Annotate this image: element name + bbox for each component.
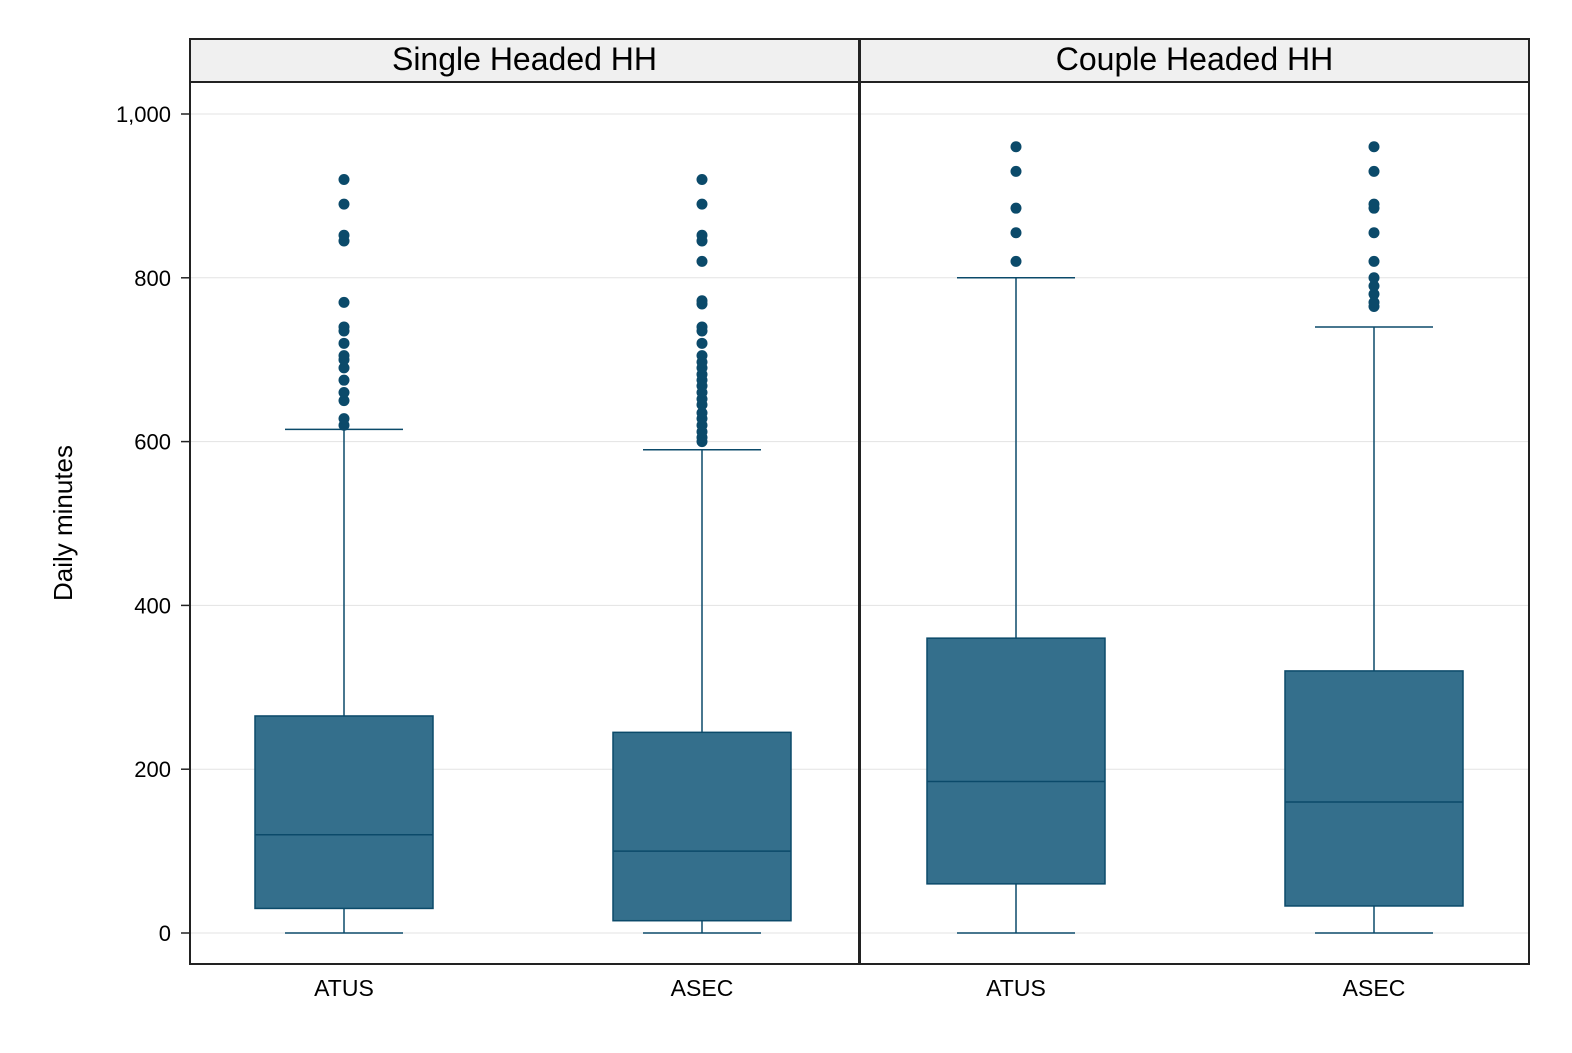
- outlier-point: [1368, 165, 1380, 177]
- outlier-point: [696, 337, 708, 349]
- outlier-point: [338, 198, 350, 210]
- x-tick-label: ATUS: [986, 975, 1046, 1001]
- y-axis-title: Daily minutes: [48, 445, 78, 601]
- outlier-point: [696, 321, 708, 333]
- outlier-point: [1368, 288, 1380, 300]
- outlier-point: [1010, 165, 1022, 177]
- outlier-point: [696, 255, 708, 267]
- y-tick-label: 0: [159, 921, 171, 946]
- outlier-point: [338, 296, 350, 308]
- outlier-point: [1010, 202, 1022, 214]
- outlier-point: [1010, 141, 1022, 153]
- outlier-point: [696, 229, 708, 241]
- outlier-point: [1368, 255, 1380, 267]
- outlier-point: [338, 337, 350, 349]
- outlier-point: [338, 229, 350, 241]
- outlier-point: [338, 395, 350, 407]
- outlier-point: [1368, 141, 1380, 153]
- outlier-point: [338, 386, 350, 398]
- outlier-point: [338, 374, 350, 386]
- outlier-point: [338, 350, 350, 362]
- y-tick-label: 200: [134, 757, 171, 782]
- box: [926, 637, 1106, 885]
- outlier-point: [1368, 296, 1380, 308]
- outlier-point: [1368, 227, 1380, 239]
- panel-strip: [859, 38, 1530, 83]
- x-tick-label: ASEC: [671, 975, 734, 1001]
- y-tick-label: 400: [134, 593, 171, 618]
- box: [1284, 670, 1464, 907]
- outlier-point: [696, 407, 708, 419]
- box: [254, 715, 434, 910]
- panel-title: Single Headed HH: [392, 41, 657, 77]
- outlier-point: [338, 413, 350, 425]
- x-tick-label: ATUS: [314, 975, 374, 1001]
- outlier-point: [338, 362, 350, 374]
- outlier-point: [696, 174, 708, 186]
- outlier-point: [696, 350, 708, 362]
- y-tick-label: 1,000: [116, 102, 171, 127]
- outlier-point: [1368, 198, 1380, 210]
- y-tick-label: 600: [134, 430, 171, 455]
- box: [612, 731, 792, 922]
- outlier-point: [696, 198, 708, 210]
- outlier-point: [696, 295, 708, 307]
- x-tick-label: ASEC: [1343, 975, 1406, 1001]
- outlier-point: [1010, 227, 1022, 239]
- y-tick-label: 800: [134, 266, 171, 291]
- outlier-point: [338, 174, 350, 186]
- outlier-point: [1368, 280, 1380, 292]
- outlier-point: [1010, 255, 1022, 267]
- panel-title: Couple Headed HH: [1056, 41, 1334, 77]
- outlier-point: [1368, 272, 1380, 284]
- panel-frame: [859, 81, 1530, 965]
- outlier-point: [338, 321, 350, 333]
